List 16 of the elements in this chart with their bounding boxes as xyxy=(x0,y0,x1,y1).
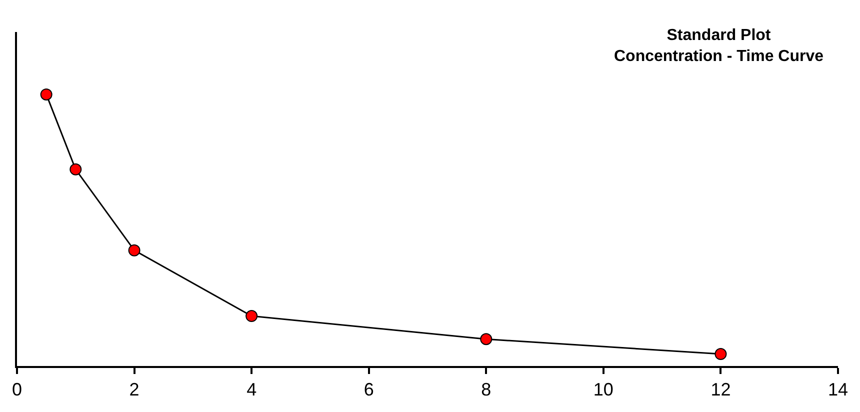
point xyxy=(128,244,140,256)
x-tick-label: 8 xyxy=(481,380,492,400)
chart-subtitle: Concentration - Time Curve xyxy=(614,48,824,65)
point xyxy=(714,348,727,360)
chart-title: Standard Plot xyxy=(666,27,772,44)
point xyxy=(40,88,52,100)
x-tick-label: 2 xyxy=(129,380,140,400)
x-tick-label: 12 xyxy=(710,380,731,400)
x-tick-label: 10 xyxy=(593,380,614,400)
x-tick-label: 4 xyxy=(246,380,257,400)
point xyxy=(70,163,82,176)
point xyxy=(480,333,492,346)
x-tick-label: 0 xyxy=(12,380,22,400)
x-tick-label: 14 xyxy=(828,380,848,400)
x-tick-label: 6 xyxy=(364,380,374,400)
point xyxy=(246,310,258,322)
